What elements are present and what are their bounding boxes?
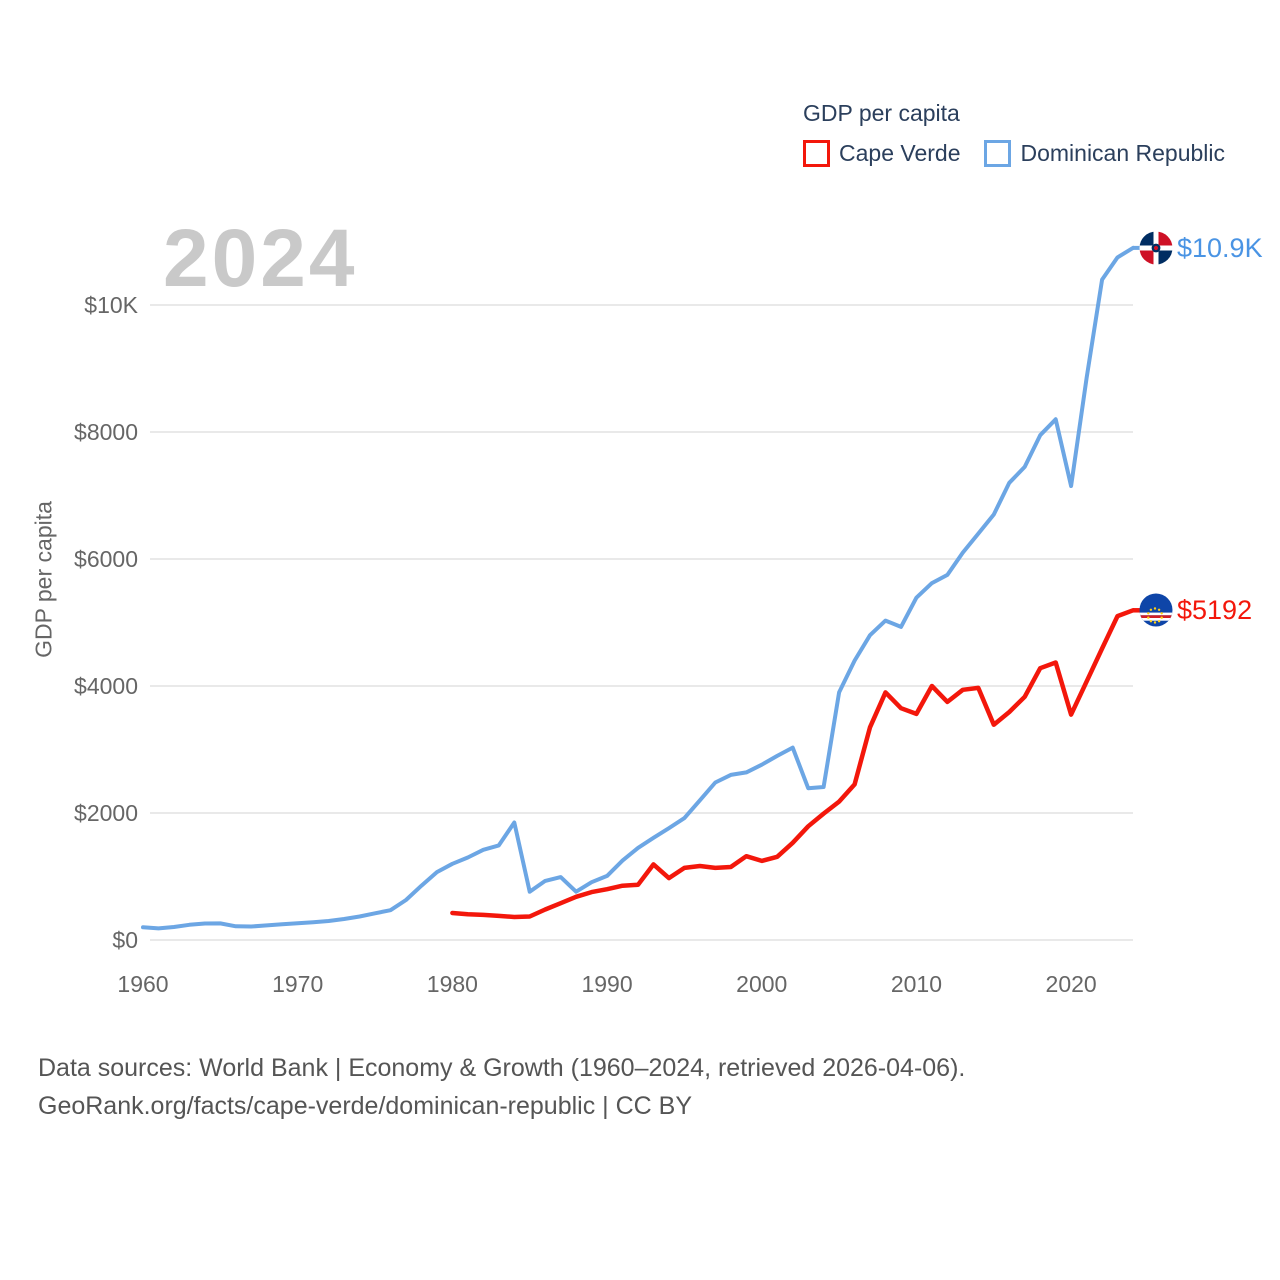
legend-title: GDP per capita [803, 100, 960, 126]
legend-item-cape-verde[interactable]: Cape Verde [803, 140, 960, 167]
cape-verde-line[interactable] [450, 608, 1136, 920]
x-axis-tick-label: 1990 [581, 971, 633, 997]
dominican-republic-end-value-label: $10.9K [1177, 232, 1263, 263]
cape-verde-end-value-label: $5192 [1177, 595, 1253, 626]
chart-legend: GDP per capita Cape Verde Dominican Repu… [803, 100, 1225, 167]
y-axis-tick-label: $0 [112, 927, 138, 953]
dominican-republic-swatch-icon [984, 140, 1012, 167]
x-axis-tick-label: 1980 [426, 971, 478, 997]
legend-item-label: Cape Verde [839, 140, 961, 166]
x-axis-tick-label: 1970 [272, 971, 324, 997]
y-axis-tick-label: $10K [84, 292, 138, 318]
y-axis-tick-label: $4000 [74, 673, 138, 699]
x-axis-tick-label: 1960 [117, 971, 169, 997]
y-axis-tick-label: $2000 [74, 800, 138, 826]
dominican-republic-line[interactable] [141, 245, 1135, 931]
legend-items: Cape Verde Dominican Republic [803, 140, 1225, 167]
data-sources-line: Data sources: World Bank | Economy & Gro… [38, 1054, 966, 1082]
cape-verde-swatch-icon [803, 140, 830, 167]
legend-item-dominican-republic[interactable]: Dominican Republic [984, 140, 1225, 167]
cape-verde-stars [1147, 607, 1163, 624]
legend-item-label: Dominican Republic [1020, 140, 1226, 166]
attribution-line: GeoRank.org/facts/cape-verde/dominican-r… [38, 1092, 693, 1120]
y-axis-tick-label: $6000 [74, 546, 138, 572]
cape-verde-flag-icon [1139, 593, 1173, 627]
dominican-republic-flag-icon [1139, 231, 1173, 265]
year-watermark: 2024 [163, 213, 358, 304]
y-axis-tick-label: $8000 [74, 419, 138, 445]
x-axis-tick-label: 2000 [736, 971, 788, 997]
x-axis-tick-label: 2020 [1045, 971, 1097, 997]
x-axis-tick-label: 2010 [890, 971, 943, 997]
chart-footer: Data sources: World Bank | Economy & Gro… [38, 1049, 965, 1125]
